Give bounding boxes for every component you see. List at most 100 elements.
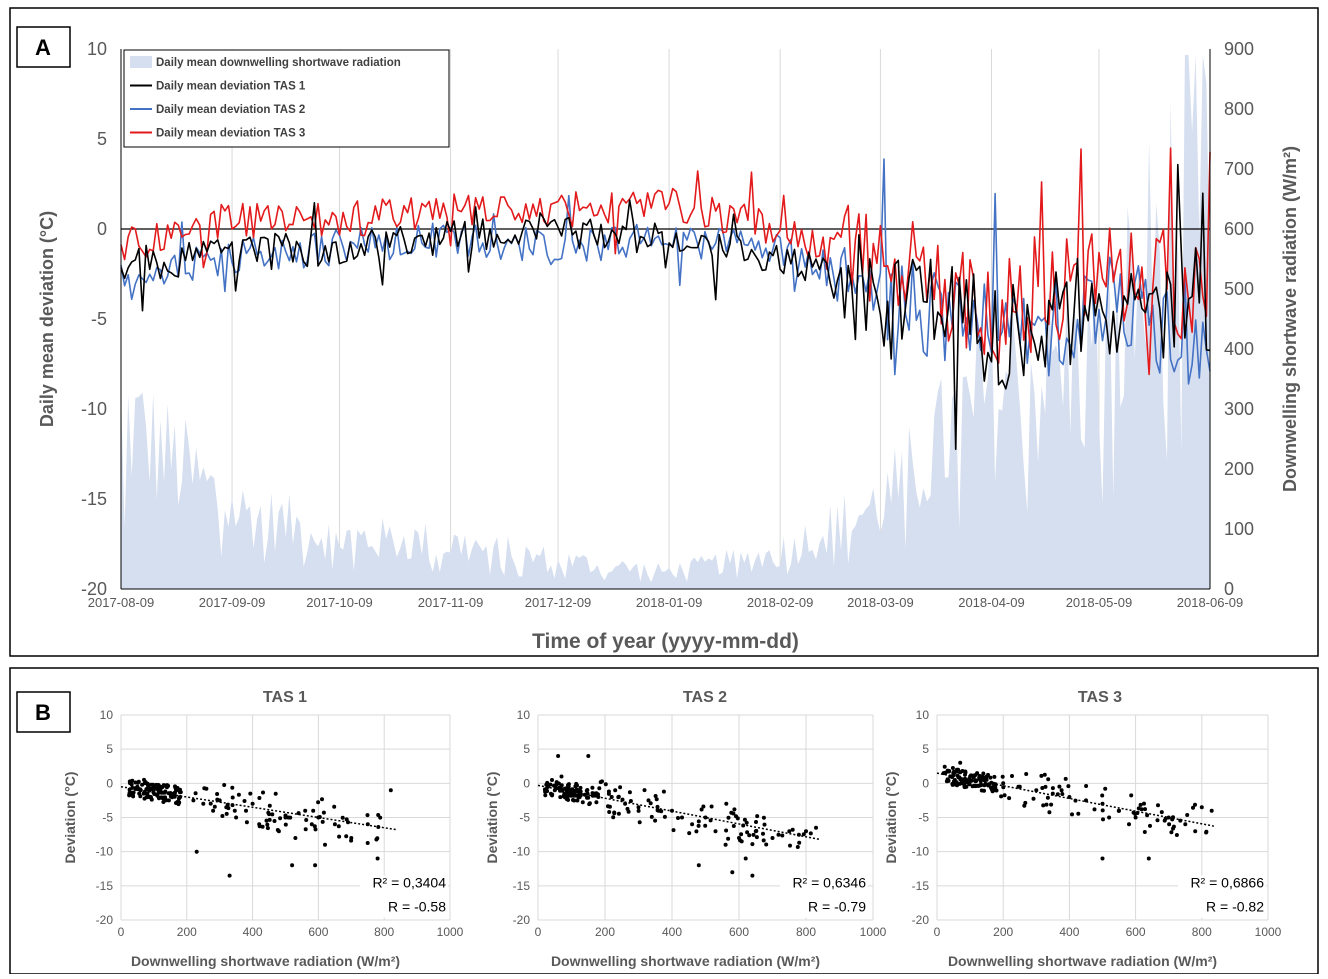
- data-point: [662, 814, 667, 819]
- data-point: [212, 804, 217, 809]
- data-point: [979, 783, 984, 788]
- data-point: [311, 808, 316, 813]
- data-point: [316, 800, 321, 805]
- data-point: [215, 792, 220, 796]
- data-point: [323, 842, 327, 847]
- data-point: [162, 799, 167, 803]
- data-point: [696, 823, 701, 828]
- data-point: [562, 786, 567, 791]
- x-tick-label: 400: [1059, 925, 1079, 939]
- data-point: [1191, 805, 1195, 810]
- y-left-axis-title: Daily mean deviation (°C): [37, 211, 57, 427]
- data-point: [1133, 811, 1138, 816]
- data-point: [578, 785, 583, 790]
- data-point: [959, 781, 964, 786]
- data-point: [193, 791, 198, 796]
- y-left-tick-label: 5: [97, 129, 107, 149]
- trendline: [936, 772, 1216, 828]
- data-point: [963, 769, 968, 774]
- tas3-line: [120, 147, 1211, 376]
- data-point: [696, 819, 701, 824]
- data-point: [726, 815, 731, 820]
- data-point: [227, 873, 232, 878]
- data-point: [787, 829, 792, 834]
- data-point: [173, 785, 178, 790]
- data-point: [574, 781, 579, 786]
- panel-a-label-box: [16, 26, 71, 68]
- data-point: [628, 799, 633, 803]
- x-tick-label: 200: [595, 925, 615, 939]
- data-point: [600, 779, 604, 784]
- y-left-tick-label: -20: [81, 579, 107, 599]
- data-point: [550, 778, 554, 782]
- data-point: [242, 799, 247, 803]
- legend-swatch-radiation: [130, 56, 152, 68]
- data-point: [1000, 774, 1005, 779]
- r-label: R = -0.58: [388, 898, 446, 914]
- data-point: [738, 838, 742, 843]
- data-point: [739, 832, 744, 837]
- x-tick-label: 400: [662, 925, 682, 939]
- data-point: [150, 786, 155, 791]
- data-point: [573, 793, 578, 798]
- data-point: [1070, 812, 1074, 817]
- data-point: [1107, 815, 1112, 820]
- data-point: [157, 795, 162, 800]
- data-point: [984, 782, 989, 787]
- data-point: [696, 863, 701, 868]
- data-point: [565, 792, 570, 797]
- y-tick-label: 5: [106, 742, 113, 756]
- data-point: [155, 787, 159, 791]
- data-point: [585, 795, 589, 800]
- data-point: [191, 798, 196, 803]
- r-label: R = -0.79: [808, 898, 866, 914]
- x-tick-label: 1000: [437, 925, 464, 939]
- data-point: [320, 819, 325, 824]
- data-point: [561, 794, 566, 799]
- data-point: [288, 815, 293, 820]
- stats-box: [780, 875, 868, 918]
- panel-b-frame: [9, 667, 1319, 975]
- data-point: [687, 831, 692, 836]
- data-point: [962, 784, 967, 789]
- data-point: [780, 833, 785, 838]
- legend-box: [123, 49, 450, 148]
- data-point: [283, 813, 288, 818]
- data-point: [303, 827, 308, 832]
- data-point: [618, 785, 623, 790]
- data-point: [261, 790, 265, 795]
- data-point: [230, 785, 235, 790]
- panel-a-label: A: [35, 35, 51, 60]
- data-point: [1100, 808, 1105, 813]
- data-point: [558, 795, 563, 800]
- x-tick-label: 1000: [860, 925, 887, 939]
- data-point: [627, 790, 632, 795]
- data-point: [250, 801, 255, 806]
- data-point: [1023, 800, 1028, 805]
- data-point: [166, 798, 171, 803]
- y-tick-label: -20: [513, 913, 531, 927]
- data-point: [1204, 830, 1209, 835]
- data-point: [1159, 810, 1164, 815]
- data-point: [790, 827, 795, 832]
- data-point: [723, 842, 728, 847]
- data-point: [1183, 822, 1188, 827]
- scatter-x-axis-title: Downwelling shortwave radiation (W/m²): [131, 953, 400, 969]
- data-point: [388, 788, 393, 793]
- data-point: [616, 811, 621, 816]
- data-point: [1166, 815, 1171, 820]
- data-point: [611, 815, 616, 820]
- data-point: [653, 794, 658, 798]
- data-point: [971, 773, 976, 778]
- data-point: [770, 836, 775, 840]
- data-point: [176, 796, 181, 801]
- data-point: [801, 832, 806, 837]
- data-point: [278, 816, 283, 821]
- data-point: [220, 814, 225, 818]
- data-point: [606, 789, 611, 794]
- data-point: [764, 842, 769, 847]
- data-point: [992, 774, 997, 779]
- data-point: [591, 792, 596, 797]
